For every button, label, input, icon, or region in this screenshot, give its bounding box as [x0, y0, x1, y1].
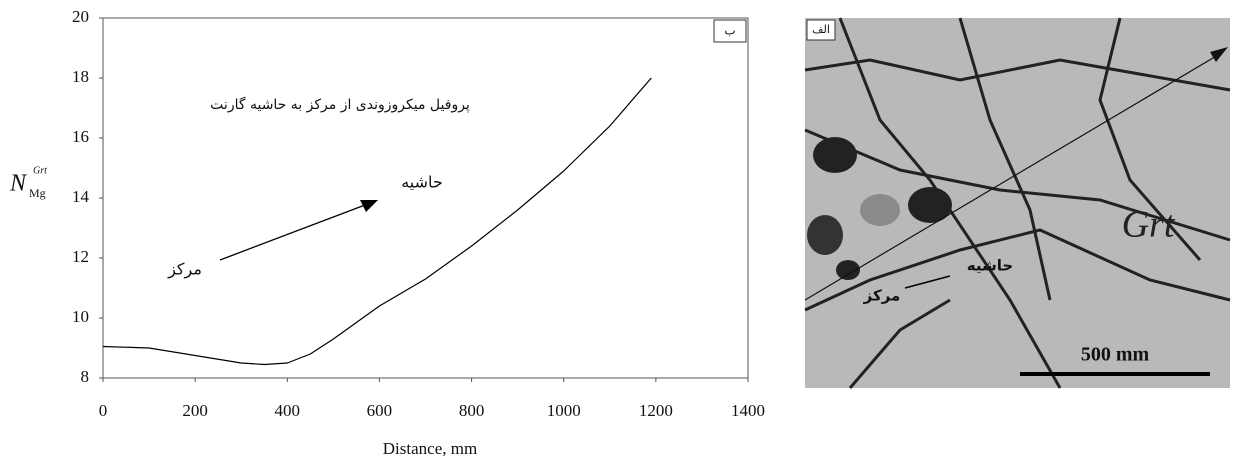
annotation: مرکز — [167, 260, 202, 280]
figure: ب پروفیل میکروزوندی از مرکز به حاشیه گار… — [0, 0, 1242, 461]
y-tick-label: 20 — [72, 7, 89, 26]
y-axis-label-sup: Grt — [33, 165, 47, 176]
y-tick-label: 10 — [72, 307, 89, 326]
y-tick-label: 14 — [72, 187, 90, 206]
grain — [908, 187, 952, 223]
mineral-label: Grt — [1122, 204, 1176, 246]
x-tick-label: 600 — [367, 401, 393, 420]
y-tick-label: 12 — [72, 247, 89, 266]
chart-title: پروفیل میکروزوندی از مرکز به حاشیه گارنت — [210, 96, 470, 113]
annotation: حاشیه — [401, 173, 443, 192]
x-axis-label: Distance, mm — [383, 439, 477, 458]
grain — [807, 215, 843, 255]
grain — [813, 137, 857, 173]
x-tick-label: 1000 — [547, 401, 581, 420]
x-tick-label: 1200 — [639, 401, 673, 420]
y-tick-label: 16 — [72, 127, 89, 146]
x-tick-label: 200 — [182, 401, 208, 420]
y-tick-label: 8 — [81, 367, 90, 386]
panel-label: الف — [812, 23, 830, 36]
y-axis-label: N — [9, 171, 28, 197]
y-axis-label-sub: Mg — [29, 186, 46, 200]
x-tick-label: 400 — [275, 401, 301, 420]
data-line — [103, 78, 651, 365]
core-label: مرکز — [863, 287, 901, 305]
x-tick-label: 0 — [99, 401, 108, 420]
panel-label: ب — [724, 24, 735, 38]
grain — [860, 194, 900, 226]
scale-bar-label: 500 mm — [1081, 344, 1150, 366]
micrograph: الف Grt حاشیه مرکز 500 mm — [805, 18, 1230, 388]
rim-label: حاشیه — [967, 257, 1013, 275]
arrow — [220, 205, 365, 260]
x-tick-label: 1400 — [731, 401, 765, 420]
y-tick-label: 18 — [72, 67, 89, 86]
x-tick-label: 800 — [459, 401, 485, 420]
plot-frame — [103, 18, 748, 378]
